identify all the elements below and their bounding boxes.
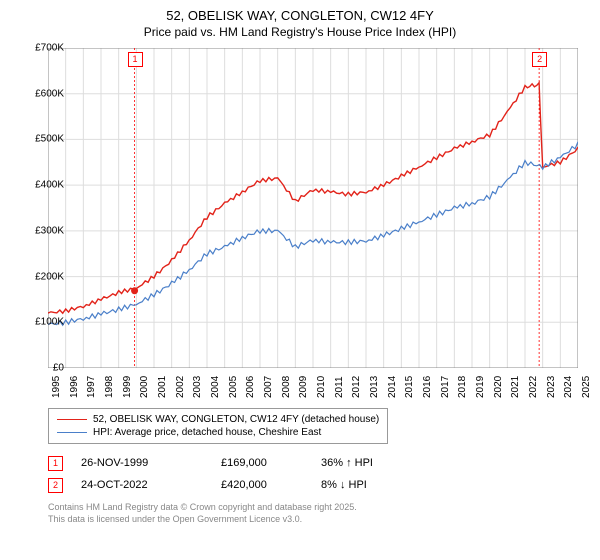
legend-swatch — [57, 432, 87, 433]
sale-date: 26-NOV-1999 — [81, 457, 221, 469]
x-tick-label: 2007 — [263, 376, 274, 398]
x-tick-label: 2015 — [404, 376, 415, 398]
y-tick-label: £0 — [53, 363, 64, 374]
x-tick-label: 1998 — [104, 376, 115, 398]
x-tick-label: 2017 — [440, 376, 451, 398]
legend-swatch — [57, 419, 87, 420]
x-tick-label: 2011 — [334, 376, 345, 398]
legend-row: HPI: Average price, detached house, Ches… — [57, 426, 379, 439]
x-tick-label: 2022 — [528, 376, 539, 398]
x-tick-label: 2001 — [157, 376, 168, 398]
sale-price: £169,000 — [221, 457, 321, 469]
x-tick-label: 2014 — [387, 376, 398, 398]
y-tick-label: £100K — [35, 317, 64, 328]
sale-marker-cell: 1 — [48, 456, 63, 471]
x-tick-label: 2016 — [422, 376, 433, 398]
footer-line2: This data is licensed under the Open Gov… — [48, 514, 357, 526]
x-tick-label: 2008 — [281, 376, 292, 398]
x-tick-label: 2006 — [245, 376, 256, 398]
sale-marker-2: 2 — [532, 52, 547, 67]
legend-label: 52, OBELISK WAY, CONGLETON, CW12 4FY (de… — [93, 414, 379, 425]
y-tick-label: £300K — [35, 225, 64, 236]
x-tick-label: 2005 — [228, 376, 239, 398]
chart-title: 52, OBELISK WAY, CONGLETON, CW12 4FY — [0, 0, 600, 23]
legend-row: 52, OBELISK WAY, CONGLETON, CW12 4FY (de… — [57, 413, 379, 426]
y-tick-label: £400K — [35, 180, 64, 191]
x-tick-label: 1995 — [51, 376, 62, 398]
x-tick-label: 2018 — [457, 376, 468, 398]
x-tick-label: 2004 — [210, 376, 221, 398]
sale-date: 24-OCT-2022 — [81, 479, 221, 491]
sale-delta: 8% ↓ HPI — [321, 479, 401, 491]
legend: 52, OBELISK WAY, CONGLETON, CW12 4FY (de… — [48, 408, 388, 444]
sale-price: £420,000 — [221, 479, 321, 491]
y-tick-label: £600K — [35, 88, 64, 99]
footer-line1: Contains HM Land Registry data © Crown c… — [48, 502, 357, 514]
y-tick-label: £700K — [35, 43, 64, 54]
x-tick-label: 2003 — [192, 376, 203, 398]
sale-row: 2 24-OCT-2022£420,0008% ↓ HPI — [48, 474, 401, 496]
x-tick-label: 2002 — [175, 376, 186, 398]
x-tick-label: 1999 — [122, 376, 133, 398]
x-tick-label: 1997 — [86, 376, 97, 398]
x-tick-label: 2019 — [475, 376, 486, 398]
legend-label: HPI: Average price, detached house, Ches… — [93, 427, 321, 438]
x-tick-label: 2013 — [369, 376, 380, 398]
x-tick-label: 1996 — [69, 376, 80, 398]
x-tick-label: 2000 — [139, 376, 150, 398]
sale-marker-1: 1 — [128, 52, 143, 67]
chart-subtitle: Price paid vs. HM Land Registry's House … — [0, 23, 600, 39]
x-tick-label: 2010 — [316, 376, 327, 398]
x-tick-label: 2020 — [493, 376, 504, 398]
chart-container: 52, OBELISK WAY, CONGLETON, CW12 4FY Pri… — [0, 0, 600, 560]
sale-row: 1 26-NOV-1999£169,00036% ↑ HPI — [48, 452, 401, 474]
x-tick-label: 2009 — [298, 376, 309, 398]
x-tick-label: 2023 — [546, 376, 557, 398]
sales-table: 1 26-NOV-1999£169,00036% ↑ HPI 2 24-OCT-202… — [48, 452, 401, 496]
x-tick-label: 2025 — [581, 376, 592, 398]
y-tick-label: £200K — [35, 271, 64, 282]
sale-marker-cell: 2 — [48, 478, 63, 493]
x-tick-label: 2012 — [351, 376, 362, 398]
x-tick-label: 2024 — [563, 376, 574, 398]
footer: Contains HM Land Registry data © Crown c… — [48, 502, 357, 525]
sale-delta: 36% ↑ HPI — [321, 457, 401, 469]
y-tick-label: £500K — [35, 134, 64, 145]
plot-area — [48, 48, 578, 368]
x-tick-label: 2021 — [510, 376, 521, 398]
plot-svg — [48, 48, 578, 368]
